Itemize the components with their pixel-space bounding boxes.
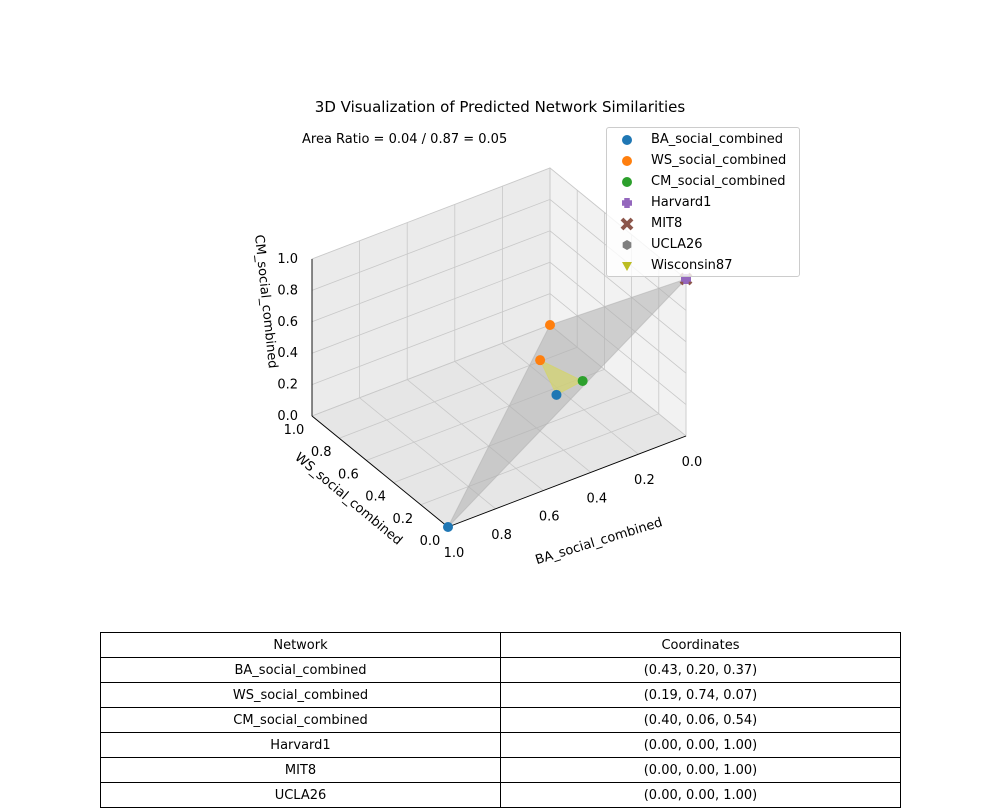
legend-marker-icon [622, 177, 632, 187]
legend-marker [622, 177, 632, 187]
legend-marker-stroke [620, 217, 634, 231]
table-cell-coordinates: (0.00, 0.00, 1.00) [500, 757, 901, 783]
x-tick-label: 1.0 [444, 546, 465, 561]
table-row: MIT8 (0.00, 0.00, 1.00) [100, 757, 901, 783]
legend-marker-icon [622, 198, 632, 208]
z-axis-label: CM_social_combined [251, 234, 280, 369]
table-cell-network: UCLA26 [100, 782, 501, 808]
y-axis-line [311, 415, 449, 528]
legend-marker [622, 198, 632, 208]
x-tick-label: 0.4 [586, 491, 607, 506]
table-cell-network: BA_social_combined [100, 657, 501, 683]
legend-label: CM_social_combined [651, 174, 786, 189]
legend-marker [622, 240, 632, 250]
chart-3d-scatter: 0.00.20.40.60.81.00.00.20.40.60.81.00.00… [251, 98, 703, 568]
chart-title: 3D Visualization of Predicted Network Si… [315, 98, 686, 116]
x-tick-label: 0.2 [634, 473, 655, 488]
predicted-triangle [539, 359, 584, 396]
legend: BA_social_combined WS_social_combined CM_s… [606, 127, 800, 277]
table-row: Harvard1 (0.00, 0.00, 1.00) [100, 732, 901, 758]
simplex-triangle [447, 278, 687, 528]
legend-label: MIT8 [651, 216, 683, 231]
data-point-ws-social-combined [545, 320, 555, 330]
table-header-coordinates: Coordinates [500, 632, 901, 658]
z-tick-label: 1.0 [277, 252, 298, 267]
table-header-row: Network Coordinates [100, 632, 901, 658]
z-tick-label: 0.4 [277, 346, 298, 361]
legend-marker-icon [622, 135, 632, 145]
legend-marker-icon [622, 262, 632, 271]
y-tick-label: 0.6 [338, 467, 359, 482]
table-cell-network: Harvard1 [100, 732, 501, 758]
legend-label: WS_social_combined [651, 153, 787, 168]
data-point-ba-social-combined [443, 522, 453, 532]
y-tick-label: 0.4 [365, 490, 386, 505]
table-row: CM_social_combined (0.40, 0.06, 0.54) [100, 707, 901, 733]
data-point-ws-social-combined [535, 355, 546, 366]
table-cell-network: MIT8 [100, 757, 501, 783]
coordinates-table: Network Coordinates BA_social_combined (0… [100, 632, 901, 808]
y-tick-label: 0.8 [311, 445, 332, 460]
data-point-cm-social-combined [577, 375, 588, 386]
gridline-y [420, 413, 659, 506]
legend-marker [622, 135, 632, 145]
legend-marker [620, 217, 634, 231]
legend-label: BA_social_combined [651, 132, 783, 147]
legend-label: UCLA26 [651, 237, 703, 252]
table-row: WS_social_combined (0.19, 0.74, 0.07) [100, 682, 901, 708]
legend-marker [622, 262, 632, 271]
table-cell-coordinates: (0.40, 0.06, 0.54) [500, 707, 901, 733]
table-cell-network: WS_social_combined [100, 682, 501, 708]
gridline-y [311, 324, 551, 417]
y-tick-label: 0.0 [420, 534, 441, 549]
legend-marker-icon [622, 156, 632, 166]
data-point-ba-social-combined [551, 389, 562, 400]
table-cell-coordinates: (0.43, 0.20, 0.37) [500, 657, 901, 683]
table-cell-network: CM_social_combined [100, 707, 501, 733]
legend-marker-icon [622, 240, 632, 250]
table-cell-coordinates: (0.00, 0.00, 1.00) [500, 732, 901, 758]
table-header-network: Network [100, 632, 501, 658]
x-tick-label: 0.8 [491, 528, 512, 543]
x-axis-line [447, 435, 687, 528]
legend-marker-icon [620, 217, 634, 231]
z-tick-label: 0.2 [277, 378, 298, 393]
table-row: UCLA26 (0.00, 0.00, 1.00) [100, 782, 901, 808]
legend-label: Wisconsin87 [651, 258, 733, 273]
y-tick-label: 0.2 [392, 512, 413, 527]
area-ratio-annotation: Area Ratio = 0.04 / 0.87 = 0.05 [302, 132, 507, 147]
x-tick-label: 0.0 [682, 455, 703, 470]
z-tick-label: 0.8 [277, 283, 298, 298]
table-row: BA_social_combined (0.43, 0.20, 0.37) [100, 657, 901, 683]
legend-label: Harvard1 [651, 195, 712, 210]
z-tick-label: 0.0 [277, 409, 298, 424]
table-cell-coordinates: (0.19, 0.74, 0.07) [500, 682, 901, 708]
z-tick-label: 0.6 [277, 315, 298, 330]
y-tick-label: 1.0 [284, 423, 305, 438]
table-cell-coordinates: (0.00, 0.00, 1.00) [500, 782, 901, 808]
legend-marker [622, 156, 632, 166]
x-tick-label: 0.6 [539, 510, 560, 525]
